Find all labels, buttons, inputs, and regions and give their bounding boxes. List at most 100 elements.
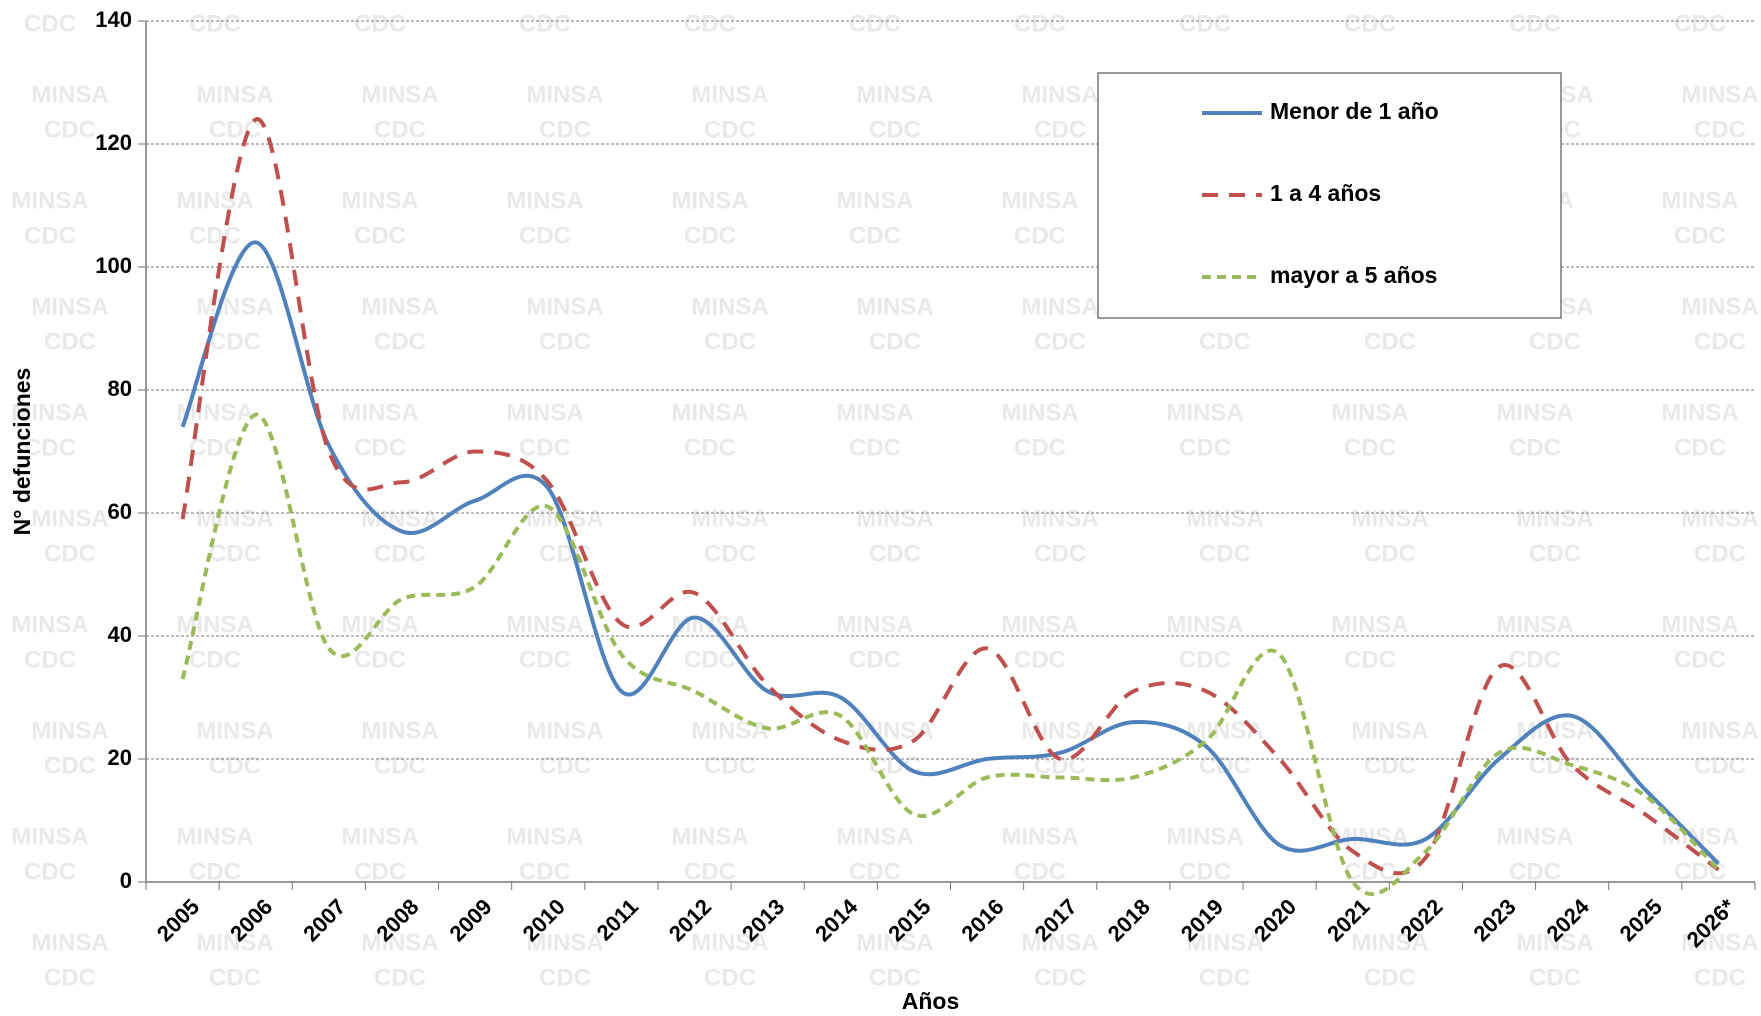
- watermark: CDC: [1674, 646, 1726, 673]
- series-line: [180, 240, 1720, 865]
- watermark: CDC: [44, 116, 96, 143]
- watermark: CDC: [704, 116, 756, 143]
- watermark: CDC: [684, 434, 736, 461]
- series-line: [180, 412, 1720, 897]
- watermark: MINSA: [196, 293, 273, 320]
- watermark: MINSA: [361, 293, 438, 320]
- watermark: CDC: [44, 328, 96, 355]
- watermark: CDC: [1034, 964, 1086, 991]
- watermark: MINSA: [1001, 823, 1078, 850]
- watermark: MINSA: [11, 823, 88, 850]
- watermark: MINSA: [1681, 505, 1758, 532]
- watermark: MINSA: [1021, 81, 1098, 108]
- watermark: CDC: [24, 858, 76, 885]
- watermark: MINSA: [1351, 929, 1428, 956]
- y-tick-label: 60: [108, 499, 132, 524]
- watermark: MINSA: [1496, 399, 1573, 426]
- x-tick-label: 2016: [956, 894, 1008, 946]
- watermark: CDC: [519, 10, 571, 37]
- watermark: CDC: [1509, 10, 1561, 37]
- watermark: CDC: [519, 222, 571, 249]
- watermark: MINSA: [506, 399, 583, 426]
- y-tick-label: 0: [120, 868, 132, 893]
- watermark: CDC: [1034, 540, 1086, 567]
- watermark: CDC: [849, 646, 901, 673]
- watermark: MINSA: [506, 0, 583, 2]
- watermark: CDC: [1694, 116, 1746, 143]
- watermark: CDC: [849, 222, 901, 249]
- watermark: MINSA: [196, 929, 273, 956]
- watermark: CDC: [704, 964, 756, 991]
- watermark: MINSA: [526, 929, 603, 956]
- watermark: MINSA: [1021, 293, 1098, 320]
- x-tick-label: 2007: [298, 894, 350, 946]
- watermark: MINSA: [1166, 399, 1243, 426]
- watermark: MINSA: [11, 399, 88, 426]
- watermark: CDC: [1364, 752, 1416, 779]
- watermark: CDC: [1694, 540, 1746, 567]
- watermark: MINSA: [1331, 611, 1408, 638]
- y-tick-label: 40: [108, 622, 132, 647]
- watermark: CDC: [1694, 752, 1746, 779]
- watermark: CDC: [1014, 222, 1066, 249]
- watermark: CDC: [1199, 964, 1251, 991]
- watermark: MINSA: [31, 929, 108, 956]
- watermark: CDC: [869, 116, 921, 143]
- watermark: CDC: [44, 964, 96, 991]
- watermark: MINSA: [176, 611, 253, 638]
- watermark: CDC: [1509, 646, 1561, 673]
- x-tick-label: 2018: [1103, 894, 1155, 946]
- x-tick-label: 2009: [444, 894, 496, 946]
- watermark: CDC: [1364, 540, 1416, 567]
- watermark: MINSA: [31, 293, 108, 320]
- y-tick-label: 80: [108, 376, 132, 401]
- watermark: MINSA: [11, 187, 88, 214]
- watermark: MINSA: [671, 399, 748, 426]
- watermark: MINSA: [1661, 0, 1738, 2]
- watermark: CDC: [354, 222, 406, 249]
- watermark: CDC: [519, 646, 571, 673]
- watermark: MINSA: [691, 717, 768, 744]
- watermark: CDC: [24, 646, 76, 673]
- watermark: CDC: [1509, 434, 1561, 461]
- watermark: CDC: [1179, 858, 1231, 885]
- watermark: MINSA: [1001, 0, 1078, 2]
- series-line: [180, 117, 1720, 876]
- x-tick-label: 2025: [1615, 894, 1667, 946]
- y-tick-label: 140: [95, 7, 132, 32]
- watermark: CDC: [519, 434, 571, 461]
- watermark: CDC: [1529, 964, 1581, 991]
- legend-label: 1 a 4 años: [1270, 180, 1381, 206]
- watermark: MINSA: [1331, 399, 1408, 426]
- watermark: CDC: [1014, 646, 1066, 673]
- watermark: MINSA: [361, 717, 438, 744]
- watermark: MINSA: [341, 399, 418, 426]
- watermark: MINSA: [31, 717, 108, 744]
- x-tick-label: 2014: [810, 893, 863, 946]
- watermark: MINSA: [671, 823, 748, 850]
- watermark: CDC: [684, 10, 736, 37]
- watermark: MINSA: [31, 505, 108, 532]
- watermark: CDC: [1364, 964, 1416, 991]
- legend-box: [1097, 72, 1562, 319]
- watermark: MINSA: [856, 929, 933, 956]
- watermark: CDC: [1179, 646, 1231, 673]
- watermark: MINSA: [196, 505, 273, 532]
- watermark: MINSA: [1186, 505, 1263, 532]
- watermark: MINSA: [506, 611, 583, 638]
- watermark: MINSA: [856, 81, 933, 108]
- watermark: CDC: [1674, 434, 1726, 461]
- watermark: CDC: [374, 116, 426, 143]
- watermark: MINSA: [1496, 611, 1573, 638]
- legend-label: mayor a 5 años: [1270, 262, 1437, 288]
- watermark: CDC: [869, 540, 921, 567]
- watermark: MINSA: [506, 187, 583, 214]
- watermark: MINSA: [31, 81, 108, 108]
- watermark: CDC: [1344, 646, 1396, 673]
- watermark: MINSA: [836, 611, 913, 638]
- watermark: CDC: [704, 752, 756, 779]
- watermark: CDC: [24, 222, 76, 249]
- watermark: MINSA: [196, 81, 273, 108]
- watermark: MINSA: [1496, 0, 1573, 2]
- watermark: CDC: [189, 858, 241, 885]
